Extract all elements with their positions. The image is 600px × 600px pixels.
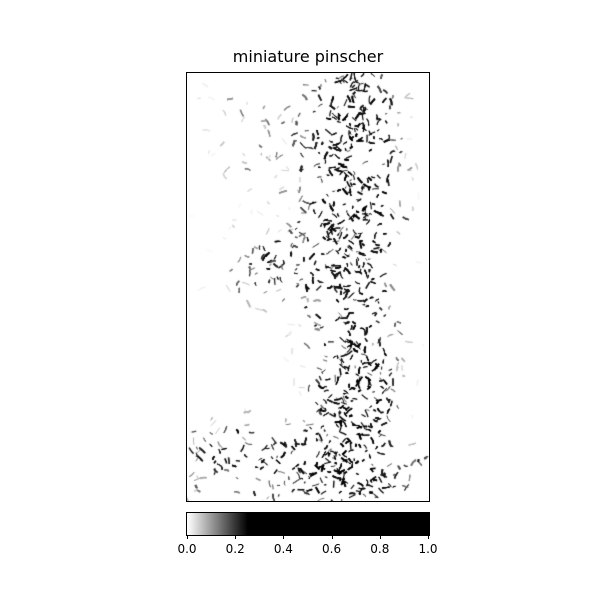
colorbar-tick-label: 0.8 (370, 542, 390, 556)
heatmap-plot-area (186, 72, 430, 502)
colorbar-tick-label: 1.0 (418, 542, 438, 556)
colorbar-tick-label: 0.6 (322, 542, 342, 556)
colorbar-tick-mark (187, 535, 188, 539)
colorbar-tick-mark (283, 535, 285, 539)
colorbar-tick-label: 0.2 (225, 542, 245, 556)
colorbar-tick-mark (379, 535, 381, 539)
colorbar-tick-label: 0.0 (177, 542, 197, 556)
colorbar-tick-mark (428, 535, 429, 539)
colorbar (186, 512, 430, 536)
colorbar-tick-label: 0.4 (273, 542, 293, 556)
heatmap-image (187, 73, 429, 501)
chart-title: miniature pinscher (232, 47, 384, 66)
colorbar-axis: 0.0 0.2 0.4 0.6 0.8 1.0 (177, 535, 438, 565)
colorbar-tick-mark (331, 535, 333, 539)
colorbar-tick-mark (235, 535, 237, 539)
